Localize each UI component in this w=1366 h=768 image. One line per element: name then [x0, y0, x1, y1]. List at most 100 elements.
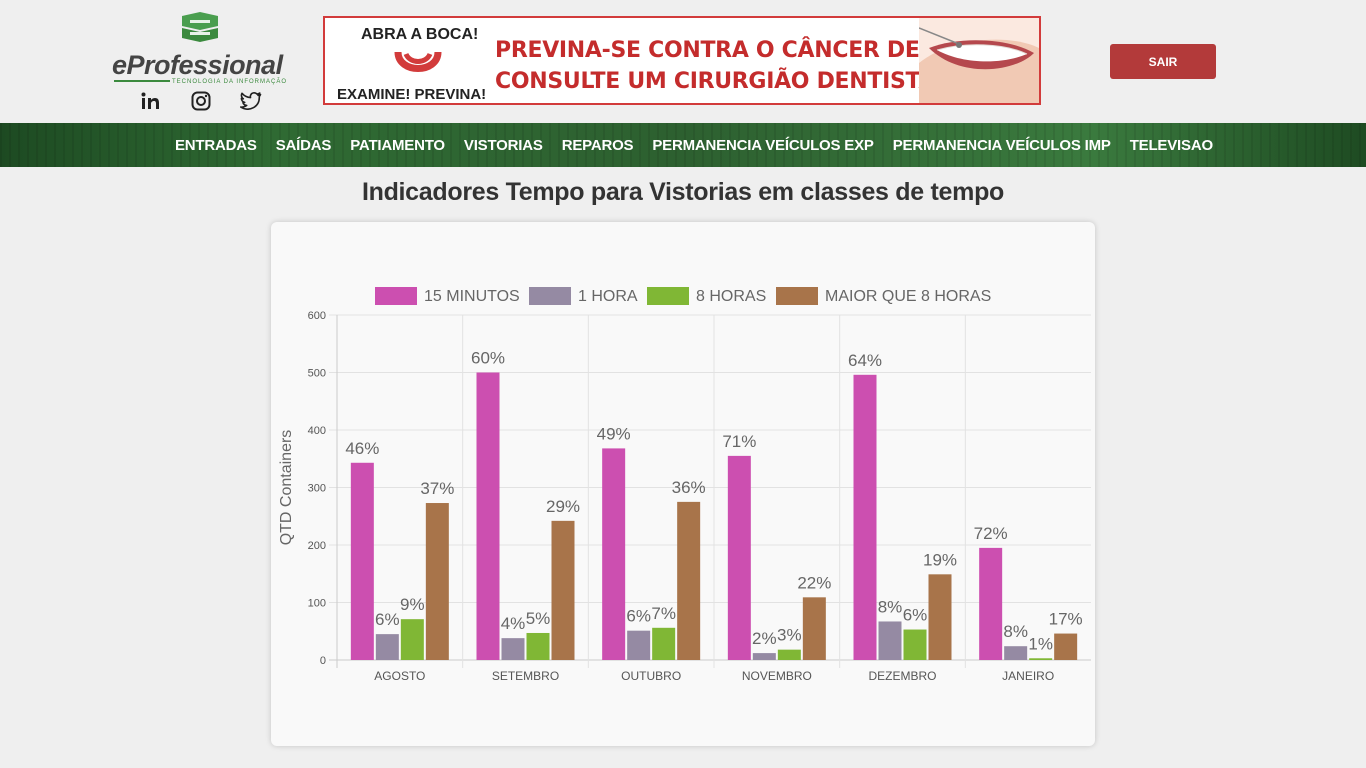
data-label: 71% — [722, 432, 756, 451]
data-label: 9% — [400, 595, 425, 614]
x-tick-label: AGOSTO — [374, 669, 425, 683]
legend-swatch — [776, 287, 818, 305]
bar — [652, 627, 676, 660]
nav-item-patiamento[interactable]: PATIAMENTO — [350, 136, 445, 154]
data-label: 22% — [797, 573, 831, 592]
x-tick-label: JANEIRO — [1002, 669, 1054, 683]
bar — [777, 649, 801, 660]
x-tick-label: OUTUBRO — [621, 669, 681, 683]
nav-menu: ENTRADAS SAÍDAS PATIAMENTO VISTORIAS REP… — [175, 123, 1213, 167]
data-label: 5% — [526, 609, 551, 628]
data-label: 6% — [903, 606, 928, 625]
legend-label: MAIOR QUE 8 HORAS — [825, 288, 991, 305]
bar — [476, 372, 500, 660]
bar — [551, 520, 575, 660]
nav-item-saidas[interactable]: SAÍDAS — [275, 136, 332, 154]
data-label: 2% — [752, 629, 777, 648]
bar — [903, 629, 927, 660]
bar — [802, 597, 826, 660]
bar — [501, 638, 525, 660]
bar — [979, 547, 1003, 660]
main-nav: ENTRADAS SAÍDAS PATIAMENTO VISTORIAS REP… — [0, 123, 1366, 167]
nav-item-entradas[interactable]: ENTRADAS — [175, 136, 257, 154]
bar — [878, 621, 902, 660]
nav-item-televisao[interactable]: TELEVISAO — [1129, 136, 1213, 154]
header: eProfessional TECNOLOGIA DA INFORMAÇÃO — [0, 0, 1366, 123]
legend-swatch — [375, 287, 417, 305]
legend-label: 8 HORAS — [696, 288, 766, 305]
nav-item-reparos[interactable]: REPAROS — [561, 136, 634, 154]
y-tick-label: 300 — [308, 483, 326, 495]
bar — [602, 448, 626, 660]
logo-tagline: TECNOLOGIA DA INFORMAÇÃO — [172, 79, 288, 85]
nav-background-pattern — [0, 123, 1366, 167]
bar — [350, 462, 374, 660]
data-label: 60% — [471, 349, 505, 368]
data-label: 36% — [672, 478, 706, 497]
twitter-icon[interactable] — [240, 90, 262, 112]
social-links — [140, 90, 262, 112]
data-label: 49% — [597, 424, 631, 443]
instagram-icon[interactable] — [190, 90, 212, 112]
data-label: 4% — [501, 614, 526, 633]
bar — [677, 501, 701, 660]
bar — [375, 634, 399, 660]
y-tick-label: 600 — [308, 310, 326, 322]
nav-item-permanencia-exp[interactable]: PERMANENCIA VEÍCULOS EXP — [652, 136, 874, 154]
y-axis-label: QTD Containers — [278, 430, 295, 546]
data-label: 19% — [923, 550, 957, 569]
bar-chart: 15 MINUTOS 1 HORA 8 HORAS MAIOR QUE 8 HORAS… — [278, 287, 1091, 683]
data-label: 6% — [626, 607, 651, 626]
x-tick-label: DEZEMBRO — [868, 669, 936, 683]
y-tick-label: 400 — [308, 425, 326, 437]
y-tick-label: 200 — [308, 540, 326, 552]
nav-item-vistorias[interactable]: VISTORIAS — [463, 136, 543, 154]
promo-banner[interactable]: ABRA A BOCA! EXAMINE! PREVINA! PREVINA-S… — [323, 16, 1041, 105]
banner-headline-1: PREVINA-SE CONTRA O CÂNCER DE BOCA. — [495, 38, 1003, 63]
x-tick-label: NOVEMBRO — [742, 669, 812, 683]
bar — [627, 630, 651, 660]
data-label: 17% — [1049, 610, 1083, 629]
data-label: 72% — [974, 524, 1008, 543]
bar — [853, 374, 877, 660]
x-tick-label: SETEMBRO — [492, 669, 559, 683]
data-label: 3% — [777, 626, 802, 645]
legend-swatch — [647, 287, 689, 305]
logo-icon — [182, 12, 218, 42]
y-tick-label: 500 — [308, 368, 326, 380]
linkedin-icon[interactable] — [140, 90, 162, 112]
banner-tagline-bottom: EXAMINE! PREVINA! — [337, 86, 487, 103]
bar — [526, 632, 550, 660]
data-label: 1% — [1028, 634, 1053, 653]
y-tick-label: 100 — [308, 598, 326, 610]
logo[interactable]: eProfessional TECNOLOGIA DA INFORMAÇÃO — [112, 12, 292, 112]
nav-item-permanencia-imp[interactable]: PERMANENCIA VEÍCULOS IMP — [892, 136, 1111, 154]
data-label: 29% — [546, 497, 580, 516]
logo-name: eProfessional — [112, 50, 283, 80]
logout-button[interactable]: SAIR — [1110, 44, 1216, 79]
data-label: 8% — [878, 597, 903, 616]
legend-label: 15 MINUTOS — [424, 288, 520, 305]
data-label: 8% — [1003, 622, 1028, 641]
data-label: 7% — [651, 604, 676, 623]
bar — [1054, 633, 1078, 660]
bar — [1029, 658, 1053, 660]
bar — [425, 503, 449, 660]
banner-headline-2: CONSULTE UM CIRURGIÃO DENTISTA — [495, 69, 936, 94]
logo-underline — [114, 80, 170, 82]
data-label: 37% — [420, 479, 454, 498]
data-label: 64% — [848, 351, 882, 370]
banner-tagline-top: ABRA A BOCA! — [361, 26, 479, 43]
data-label: 6% — [375, 610, 400, 629]
bar — [752, 653, 776, 660]
chart-card: 15 MINUTOS 1 HORA 8 HORAS MAIOR QUE 8 HORAS… — [271, 222, 1095, 746]
bar — [727, 455, 751, 660]
bar — [1004, 646, 1028, 660]
smiling-mouth-image — [919, 18, 1039, 103]
page-title: Indicadores Tempo para Vistorias em clas… — [361, 178, 1005, 206]
data-label: 46% — [345, 439, 379, 458]
bar — [400, 619, 424, 660]
legend-swatch — [529, 287, 571, 305]
y-tick-label: 0 — [320, 655, 326, 667]
bar — [928, 574, 952, 660]
